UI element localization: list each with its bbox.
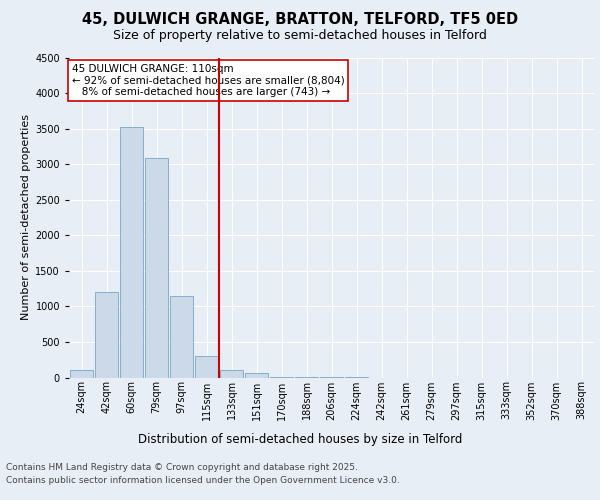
Text: Contains HM Land Registry data © Crown copyright and database right 2025.: Contains HM Land Registry data © Crown c…	[6, 462, 358, 471]
Bar	[70, 370, 93, 378]
Y-axis label: Number of semi-detached properties: Number of semi-detached properties	[21, 114, 31, 320]
Text: 45, DULWICH GRANGE, BRATTON, TELFORD, TF5 0ED: 45, DULWICH GRANGE, BRATTON, TELFORD, TF…	[82, 12, 518, 28]
Text: Distribution of semi-detached houses by size in Telford: Distribution of semi-detached houses by …	[138, 432, 462, 446]
Bar	[170, 296, 193, 378]
Bar	[145, 158, 168, 378]
Bar	[220, 370, 243, 378]
Text: Contains public sector information licensed under the Open Government Licence v3: Contains public sector information licen…	[6, 476, 400, 485]
Bar	[120, 127, 143, 378]
Text: 45 DULWICH GRANGE: 110sqm
← 92% of semi-detached houses are smaller (8,804)
   8: 45 DULWICH GRANGE: 110sqm ← 92% of semi-…	[71, 64, 344, 97]
Bar	[245, 373, 268, 378]
Bar	[270, 377, 293, 378]
Bar	[195, 356, 218, 378]
Bar	[95, 292, 118, 378]
Text: Size of property relative to semi-detached houses in Telford: Size of property relative to semi-detach…	[113, 29, 487, 42]
